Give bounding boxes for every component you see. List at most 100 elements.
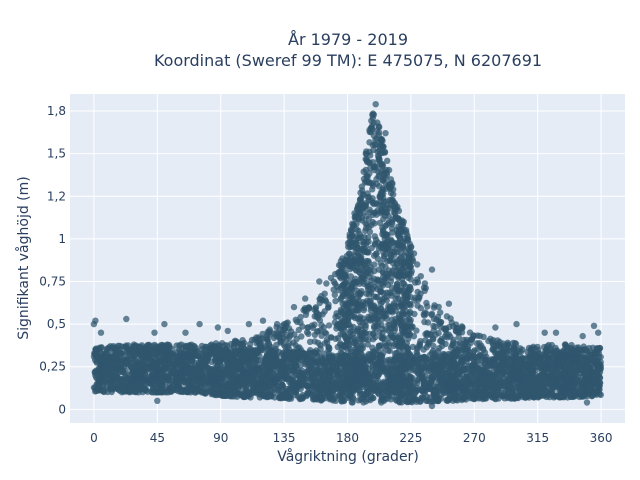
data-point [191,384,198,392]
data-point [441,384,448,392]
data-point [280,394,287,401]
data-point [437,309,444,316]
data-point [423,330,430,337]
data-point [166,349,173,356]
data-point [325,350,333,357]
data-point [230,356,237,363]
data-point [530,361,537,368]
data-point [300,307,307,314]
data-point [459,324,466,331]
data-point [169,387,176,394]
data-point [297,313,304,321]
data-point [223,380,231,388]
data-point [321,290,328,297]
data-point [556,350,564,358]
data-point [435,397,442,404]
data-point [165,355,172,363]
data-point [458,372,466,379]
data-point [151,341,158,349]
data-point [441,351,448,358]
data-point [232,348,240,355]
data-point [93,386,100,393]
data-point [316,360,323,367]
data-point [131,351,138,359]
data-point [137,346,144,353]
data-point [148,371,156,378]
data-point [424,319,432,326]
data-point [462,355,470,362]
data-point [227,346,234,353]
data-point [538,382,545,390]
data-point [447,315,454,322]
data-point [332,335,339,342]
data-point [430,322,437,330]
data-point [165,377,172,384]
data-point [202,351,209,359]
data-point [522,394,529,401]
data-point [279,359,286,366]
data-point [415,359,422,366]
data-point [281,321,288,328]
data-point [331,280,339,287]
data-point [505,343,513,350]
data-point [450,323,457,330]
data-point [175,353,182,360]
data-point [273,341,280,349]
data-point [233,338,240,345]
data-point [156,378,163,385]
data-point [578,361,585,368]
data-point [292,350,299,357]
data-point [594,365,602,372]
data-point [325,322,333,329]
data-point [310,357,317,364]
data-point [486,369,494,376]
data-point [201,359,208,366]
data-point [100,387,107,395]
data-point [524,364,531,371]
data-point [554,373,562,381]
data-point [469,378,477,385]
data-point [313,313,320,320]
data-point [543,360,550,368]
data-point [225,388,232,396]
data-point [413,387,420,394]
data-point [145,365,152,372]
data-point [412,294,419,301]
data-point [130,343,137,350]
data-point [162,365,169,372]
data-point [331,291,338,298]
data-point [517,379,524,386]
data-point [470,348,477,356]
data-point [247,340,254,348]
data-point [515,355,522,362]
data-point [453,384,460,391]
data-point [261,390,268,397]
data-point [253,347,260,354]
data-point [471,395,478,403]
data-point [112,376,119,383]
data-point [597,353,604,361]
data-point [414,346,421,353]
data-point [297,319,304,326]
data-point [431,350,439,357]
data-point [242,393,249,400]
data-point [558,393,566,400]
data-point [413,327,420,334]
data-point [200,389,208,397]
data-point [182,342,189,349]
data-point [285,343,292,350]
data-point [318,321,325,329]
data-point [562,372,570,379]
data-point [157,389,165,396]
data-point [303,382,311,390]
data-point [536,390,543,397]
data-point [422,357,429,364]
data-point [330,286,337,293]
data-point [91,350,98,357]
data-point [198,342,206,350]
data-point [279,383,287,390]
data-point [325,343,332,351]
data-point [481,354,489,362]
data-point [266,331,273,338]
data-point [206,346,213,354]
